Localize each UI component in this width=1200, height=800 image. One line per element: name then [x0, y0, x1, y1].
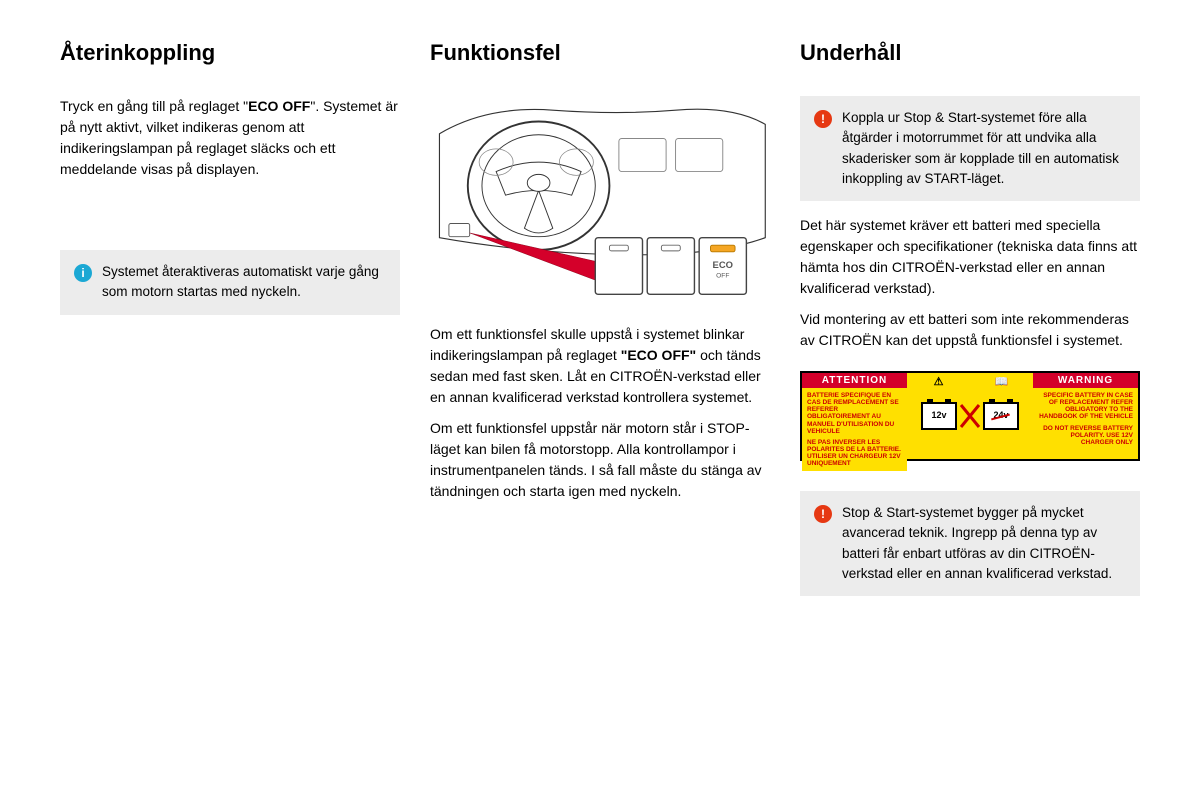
warning-text-disconnect: Koppla ur Stop & Start-systemet före all… — [842, 108, 1126, 189]
battery-12v-icon: 12v — [921, 402, 957, 430]
button-panel: ECO OFF — [595, 238, 746, 295]
eco-button-label-bottom: OFF — [716, 272, 729, 279]
warning-icon: ! — [814, 505, 832, 523]
info-box-auto-reactivate: i Systemet återaktiveras automatiskt var… — [60, 250, 400, 315]
para-malfunction-1: Om ett funktionsfel skulle uppstå i syst… — [430, 324, 770, 408]
warning-box-disconnect: ! Koppla ur Stop & Start-systemet före a… — [800, 96, 1140, 201]
para-maint-1: Det här systemet kräver ett batteri med … — [800, 215, 1140, 299]
label-battery-diagram: ⚠ 📖 12v 24v — [907, 373, 1033, 459]
heading-reactivation: Återinkoppling — [60, 40, 400, 66]
column-reactivation: Återinkoppling Tryck en gång till på reg… — [60, 40, 400, 596]
info-icon: i — [74, 264, 92, 282]
heading-maintenance: Underhåll — [800, 40, 1140, 66]
warning-icon: ! — [814, 110, 832, 128]
heading-malfunction: Funktionsfel — [430, 40, 770, 66]
para-malfunction-2: Om ett funktionsfel uppstår när motorn s… — [430, 418, 770, 502]
battery-24v-icon: 24v — [983, 402, 1019, 430]
eco-button-label-top: ECO — [713, 260, 733, 271]
dashboard-illustration: ECO OFF — [430, 96, 770, 304]
para-reactivation: Tryck en gång till på reglaget "ECO OFF"… — [60, 96, 400, 180]
label-warning: WARNING — [1033, 373, 1138, 388]
warning-box-advanced-tech: ! Stop & Start-systemet bygger på mycket… — [800, 491, 1140, 596]
manual-icon: 📖 — [995, 375, 1009, 389]
triangle-warning-icon: ⚠ — [932, 375, 946, 389]
para-maint-2: Vid montering av ett batteri som inte re… — [800, 309, 1140, 351]
warning-text-advanced-tech: Stop & Start-systemet bygger på mycket a… — [842, 503, 1126, 584]
column-malfunction: Funktionsfel — [430, 40, 770, 596]
label-attention: ATTENTION — [802, 373, 907, 388]
column-maintenance: Underhåll ! Koppla ur Stop & Start-syste… — [800, 40, 1140, 596]
info-text-auto-reactivate: Systemet återaktiveras automatiskt varje… — [102, 262, 386, 303]
battery-warning-label: ATTENTION BATTERIE SPECIFIQUE EN CAS DE … — [800, 371, 1140, 461]
